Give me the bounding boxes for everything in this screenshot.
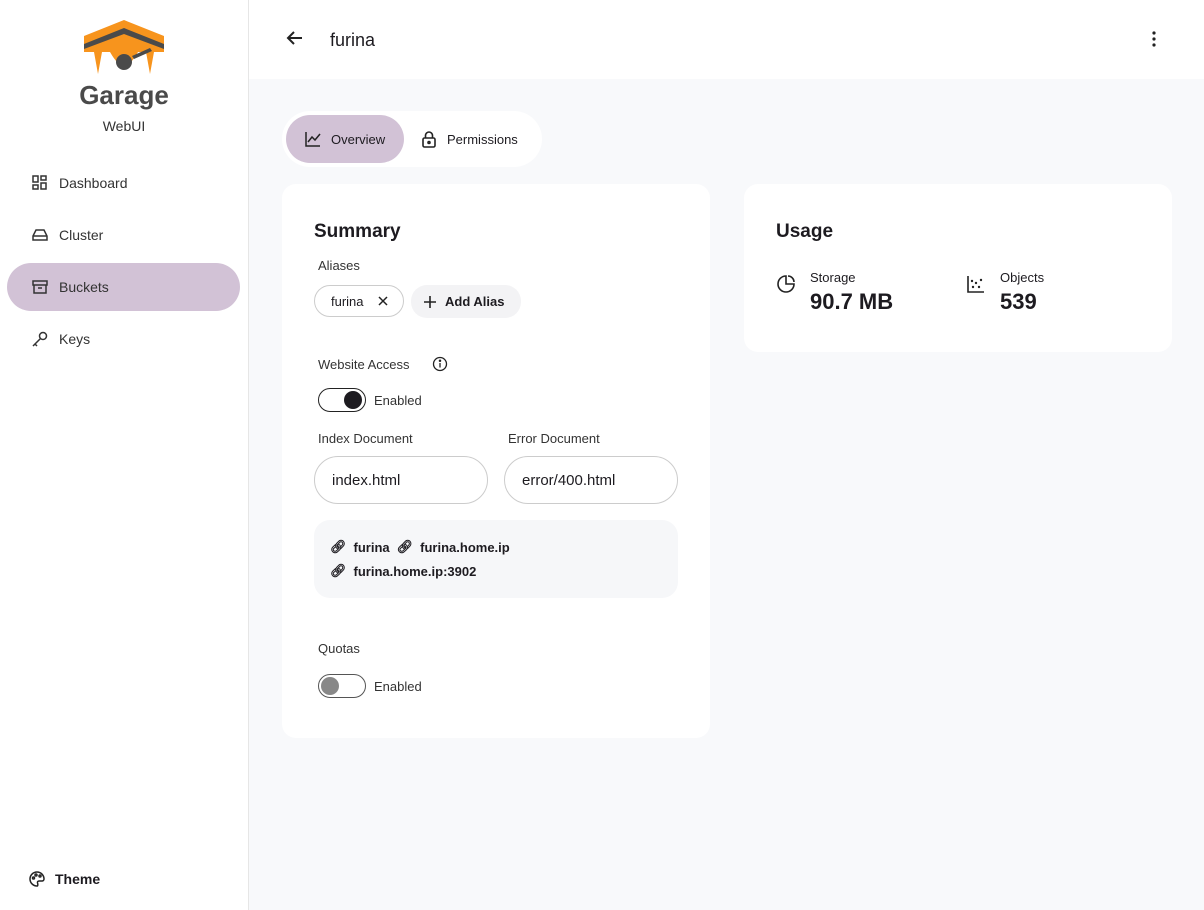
app-name: Garage: [79, 80, 169, 110]
theme-label: Theme: [55, 871, 101, 887]
more-vertical-icon[interactable]: [1152, 30, 1156, 48]
scatter-chart-icon: [967, 276, 984, 293]
tab-label: Permissions: [447, 131, 518, 147]
quotas-label: Quotas: [318, 641, 360, 656]
link-icon: 🔗︎: [330, 539, 347, 554]
pie-chart-icon: [777, 275, 795, 293]
tab-permissions[interactable]: Permissions: [402, 115, 536, 163]
sidebar-item-dashboard[interactable]: Dashboard: [7, 159, 240, 207]
website-toggle-label: Enabled: [374, 393, 422, 408]
website-link[interactable]: furina: [353, 539, 390, 555]
summary-title: Summary: [314, 221, 401, 242]
add-alias-button[interactable]: Add Alias: [411, 285, 521, 318]
sidebar-item-label: Keys: [59, 331, 91, 347]
alias-chip: furina: [314, 285, 404, 317]
theme-button[interactable]: Theme: [28, 870, 100, 888]
website-links: 🔗︎ furina 🔗︎ furina.home.ip 🔗︎ furina.home.…: [314, 520, 678, 598]
tab-bar: Overview Permissions: [282, 111, 542, 167]
lock-icon: [422, 131, 436, 148]
alias-name: furina: [331, 293, 364, 309]
page-title: furina: [330, 30, 376, 50]
website-access-toggle[interactable]: [318, 388, 366, 412]
add-alias-label: Add Alias: [445, 294, 505, 309]
storage-value: 90.7 MB: [810, 289, 894, 314]
sidebar-item-label: Cluster: [59, 227, 104, 243]
objects-value: 539: [1000, 289, 1037, 314]
usage-card: Usage Storage 90.7 MB Objects 539: [744, 184, 1172, 352]
sidebar: Garage WebUI Dashboard Cluster Buckets K…: [0, 0, 249, 910]
objects-label: Objects: [1000, 270, 1045, 285]
dashboard-icon: [32, 175, 47, 190]
index-document-label: Index Document: [318, 431, 413, 446]
storage-label: Storage: [810, 270, 856, 285]
link-icon: 🔗︎: [396, 539, 414, 554]
usage-title: Usage: [776, 221, 834, 242]
link-icon: 🔗︎: [330, 563, 347, 578]
info-icon[interactable]: [432, 356, 448, 372]
aliases-label: Aliases: [318, 258, 360, 273]
index-document-input[interactable]: index.html: [314, 456, 488, 504]
website-link[interactable]: furina.home.ip:3902: [353, 563, 477, 579]
tab-overview[interactable]: Overview: [286, 115, 404, 163]
header: furina: [249, 0, 1204, 79]
quotas-toggle-label: Enabled: [374, 679, 422, 694]
chart-line-icon: [305, 132, 321, 147]
archive-icon: [32, 280, 48, 294]
sidebar-item-keys[interactable]: Keys: [7, 315, 240, 363]
error-document-label: Error Document: [508, 431, 600, 446]
quotas-toggle[interactable]: [318, 674, 366, 698]
website-access-label: Website Access: [318, 357, 410, 372]
key-icon: [32, 331, 48, 347]
website-link[interactable]: furina.home.ip: [420, 539, 510, 555]
sidebar-item-label: Buckets: [59, 279, 109, 295]
sidebar-item-buckets[interactable]: Buckets: [7, 263, 240, 311]
app-subtitle: WebUI: [102, 118, 146, 134]
tab-label: Overview: [331, 131, 386, 147]
plus-icon: [424, 295, 436, 308]
sidebar-item-label: Dashboard: [59, 175, 128, 191]
objects-stat: Objects 539: [966, 270, 1044, 315]
hard-drive-icon: [32, 229, 48, 241]
sidebar-item-cluster[interactable]: Cluster: [7, 211, 240, 259]
error-document-input[interactable]: error/400.html: [504, 456, 678, 504]
back-arrow-icon[interactable]: [285, 28, 305, 48]
close-icon[interactable]: [378, 296, 388, 306]
garage-logo: [84, 20, 164, 74]
storage-stat: Storage 90.7 MB: [776, 270, 893, 315]
summary-card: Summary Aliases furina Add Alias Website…: [282, 184, 710, 738]
palette-icon: [29, 871, 45, 887]
